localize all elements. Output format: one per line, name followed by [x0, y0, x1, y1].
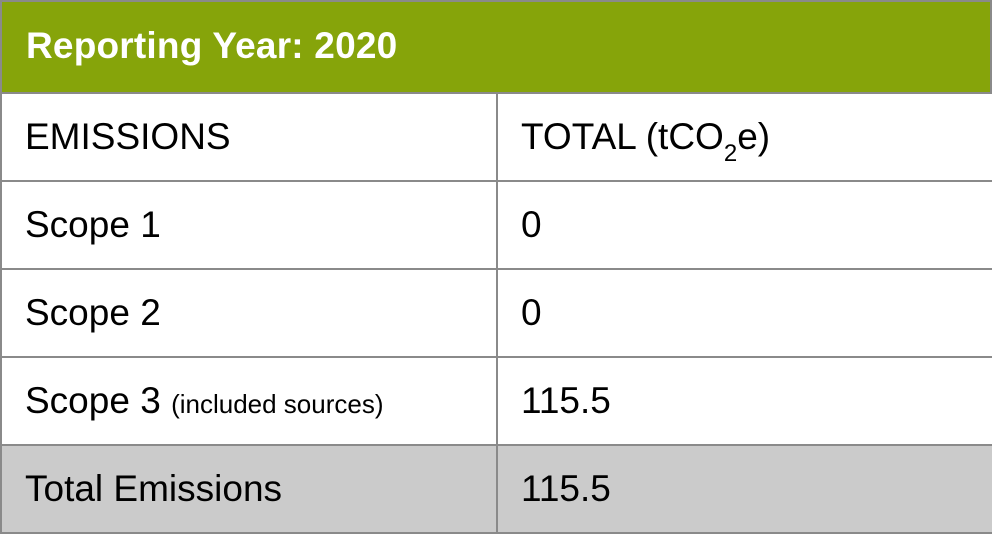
scope-3-value: 115.5	[521, 380, 611, 421]
reporting-year-title: Reporting Year: 2020	[26, 25, 398, 66]
scope-1-label-cell: Scope 1	[0, 180, 498, 270]
scope-2-label: Scope 2	[25, 292, 161, 333]
table-row-scope-2: Scope 2 0	[0, 268, 992, 358]
total-header-suffix: e)	[737, 116, 771, 157]
scope-1-label: Scope 1	[25, 204, 161, 245]
table-header-row: EMISSIONS TOTAL (tCO2e)	[0, 92, 992, 182]
emissions-column-header-text: EMISSIONS	[25, 116, 231, 157]
scope-2-value: 0	[521, 292, 542, 333]
scope-1-value-cell: 0	[496, 180, 992, 270]
total-value-cell: 115.5	[496, 444, 992, 534]
table-row-scope-1: Scope 1 0	[0, 180, 992, 270]
scope-3-value-cell: 115.5	[496, 356, 992, 446]
total-column-header: TOTAL (tCO2e)	[496, 92, 992, 182]
emissions-column-header: EMISSIONS	[0, 92, 498, 182]
table-row-total: Total Emissions 115.5	[0, 444, 992, 534]
scope-3-label: Scope 3	[25, 380, 161, 421]
scope-2-value-cell: 0	[496, 268, 992, 358]
scope-2-label-cell: Scope 2	[0, 268, 498, 358]
scope-3-label-cell: Scope 3 (included sources)	[0, 356, 498, 446]
total-header-prefix: TOTAL (tCO	[521, 116, 724, 157]
total-emissions-value: 115.5	[521, 468, 611, 509]
total-header-subscript: 2	[723, 140, 738, 167]
table-row-scope-3: Scope 3 (included sources) 115.5	[0, 356, 992, 446]
scope-3-note: (included sources)	[171, 389, 384, 419]
emissions-table: EMISSIONS TOTAL (tCO2e) Scope 1 0 Scope …	[0, 92, 992, 534]
total-emissions-label: Total Emissions	[25, 468, 283, 509]
scope-1-value: 0	[521, 204, 542, 245]
reporting-year-banner: Reporting Year: 2020	[0, 0, 992, 92]
total-label-cell: Total Emissions	[0, 444, 498, 534]
